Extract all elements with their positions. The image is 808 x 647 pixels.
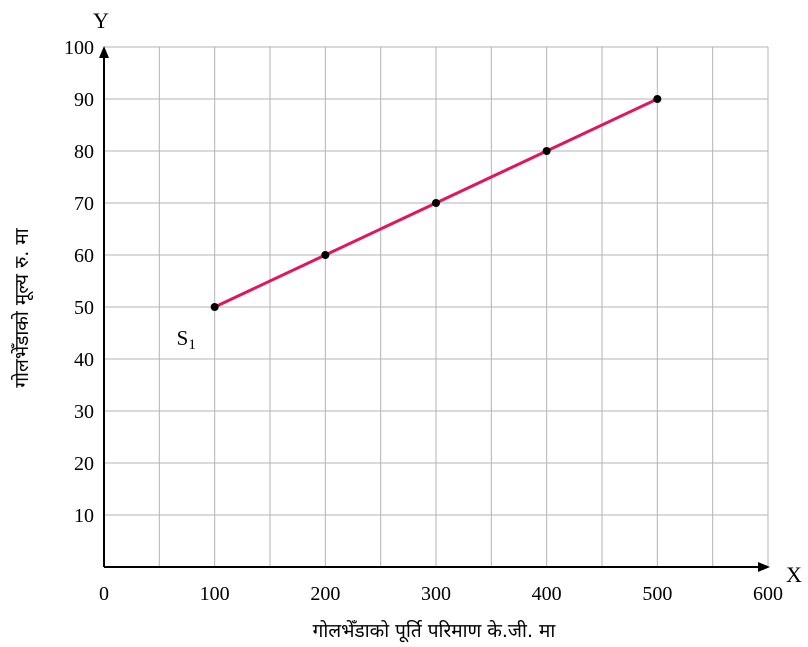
x-tick-label: 500 (642, 583, 672, 605)
y-tick-label: 100 (64, 37, 94, 59)
y-axis-letter: Y (93, 8, 109, 33)
y-tick-label: 50 (74, 297, 94, 319)
x-tick-label: 100 (200, 583, 230, 605)
x-axis-arrow-icon (758, 562, 770, 572)
data-point (653, 95, 662, 103)
y-axis-arrow-icon (99, 46, 109, 58)
y-tick-label: 70 (74, 193, 94, 215)
x-axis-title: गोलभेँडाको पूर्ति परिमाण के.जी. मा (313, 619, 557, 643)
data-point (210, 303, 219, 311)
y-tick-label: 40 (74, 349, 94, 371)
y-tick-label: 60 (74, 245, 94, 267)
y-tick-label: 10 (74, 505, 94, 527)
data-point (321, 251, 330, 259)
series-label: S1 (177, 326, 196, 353)
x-axis-letter: X (786, 562, 802, 587)
grid (104, 46, 769, 567)
y-axis-title: गोलभेँडाको मूल्य रु. मा (10, 227, 34, 387)
axes: X Y (93, 8, 802, 587)
x-tick-label: 400 (532, 583, 562, 605)
y-tick-labels: 10 20 30 40 50 60 70 80 90 100 (64, 37, 94, 527)
data-point (432, 199, 440, 207)
x-tick-label: 0 (99, 583, 109, 605)
y-tick-label: 80 (74, 141, 94, 163)
x-tick-label: 300 (421, 583, 451, 605)
y-tick-label: 90 (74, 89, 94, 111)
x-tick-label: 200 (310, 583, 340, 605)
y-tick-label: 30 (74, 401, 94, 423)
y-tick-label: 20 (74, 453, 94, 475)
series-layer: S1 (177, 95, 662, 353)
x-tick-labels: 0 100 200 300 400 500 600 (99, 583, 783, 605)
data-point (542, 147, 551, 155)
x-tick-label: 600 (753, 583, 783, 605)
